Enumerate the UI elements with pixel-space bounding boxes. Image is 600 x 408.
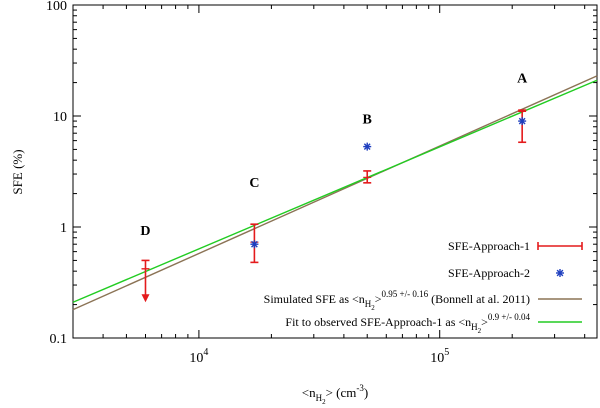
legend: SFE-Approach-1 SFE-Approach-2 Simulated SF… [264, 239, 583, 335]
legend-label: Simulated SFE as <nH2>0.95 +/- 0.16 (Bon… [264, 289, 530, 312]
x-label-sub: H [316, 393, 323, 403]
model-lines [72, 75, 598, 311]
x-label-text: > (cm [326, 385, 357, 400]
legend-swatch [556, 269, 564, 277]
legend-label-part: (Bonnell at al. 2011) [428, 292, 530, 306]
point-labels: D C B A [140, 72, 528, 239]
legend-label-part: Fit to observed SFE-Approach-1 as <n [285, 315, 471, 329]
plot-frame [72, 4, 598, 339]
legend-item: SFE-Approach-1 [448, 239, 583, 253]
y-tick-label: 100 [46, 0, 67, 14]
legend-label-part: SFE-Approach-1 [448, 239, 530, 253]
legend-label-part: 2 [478, 327, 482, 335]
legend-label-part: H [471, 322, 478, 332]
y-tick-label: 1 [60, 221, 67, 236]
point-label: A [517, 72, 528, 87]
errorbar-point [518, 109, 527, 144]
legend-item: Simulated SFE as <nH2>0.95 +/- 0.16 (Bon… [264, 289, 582, 312]
x-tick-base: 10 [189, 351, 203, 366]
x-tick-label: 104 [189, 347, 208, 366]
legend-item: Fit to observed SFE-Approach-1 as <nH2>0… [285, 312, 582, 335]
x-tick-label: 105 [430, 347, 449, 366]
x-label-subsub: 2 [322, 398, 326, 406]
y-tick-label: 0.1 [50, 332, 68, 347]
x-axis-label: <nH2> (cm-3) [302, 383, 368, 406]
approach2-point [518, 117, 527, 126]
x-tick-exponent: 5 [444, 347, 449, 358]
legend-label: Fit to observed SFE-Approach-1 as <nH2>0… [285, 312, 530, 335]
star-stroke [363, 143, 371, 150]
model-line [72, 75, 598, 311]
legend-label-part: > [375, 292, 382, 306]
model-line [72, 79, 598, 303]
star-stroke [556, 269, 564, 277]
legend-label-part: SFE-Approach-2 [448, 266, 530, 280]
y-axis-label: SFE (%) [10, 149, 25, 194]
legend-item: SFE-Approach-2 [448, 266, 564, 280]
legend-label: SFE-Approach-2 [448, 266, 530, 280]
legend-label: SFE-Approach-1 [448, 239, 530, 253]
errorbar-point [363, 170, 372, 184]
legend-label-part: 0.95 +/- 0.16 [382, 289, 429, 299]
legend-label-part: 0.9 +/- 0.04 [488, 312, 531, 322]
x-label-text: ) [364, 385, 368, 400]
errorbar-point [141, 259, 150, 303]
star-stroke [251, 240, 258, 248]
x-tick-exponent: 4 [203, 347, 208, 358]
legend-label-part: > [481, 315, 488, 329]
x-label-sup: -3 [356, 383, 364, 393]
point-label: B [363, 112, 372, 127]
axis-ticks [72, 5, 597, 339]
legend-label-part: Simulated SFE as <n [264, 292, 365, 306]
down-arrow-icon [141, 294, 150, 303]
y-tick-label: 10 [53, 110, 67, 125]
legend-label-part: H [365, 299, 372, 309]
legend-label-part: 2 [371, 304, 375, 312]
x-tick-base: 10 [430, 351, 444, 366]
star-stroke [518, 117, 526, 125]
approach2-markers [250, 117, 527, 249]
point-label: C [249, 176, 259, 191]
x-label-text: <n [302, 385, 316, 400]
approach2-point [250, 240, 259, 249]
approach2-point [363, 142, 372, 151]
point-label: D [140, 224, 150, 239]
